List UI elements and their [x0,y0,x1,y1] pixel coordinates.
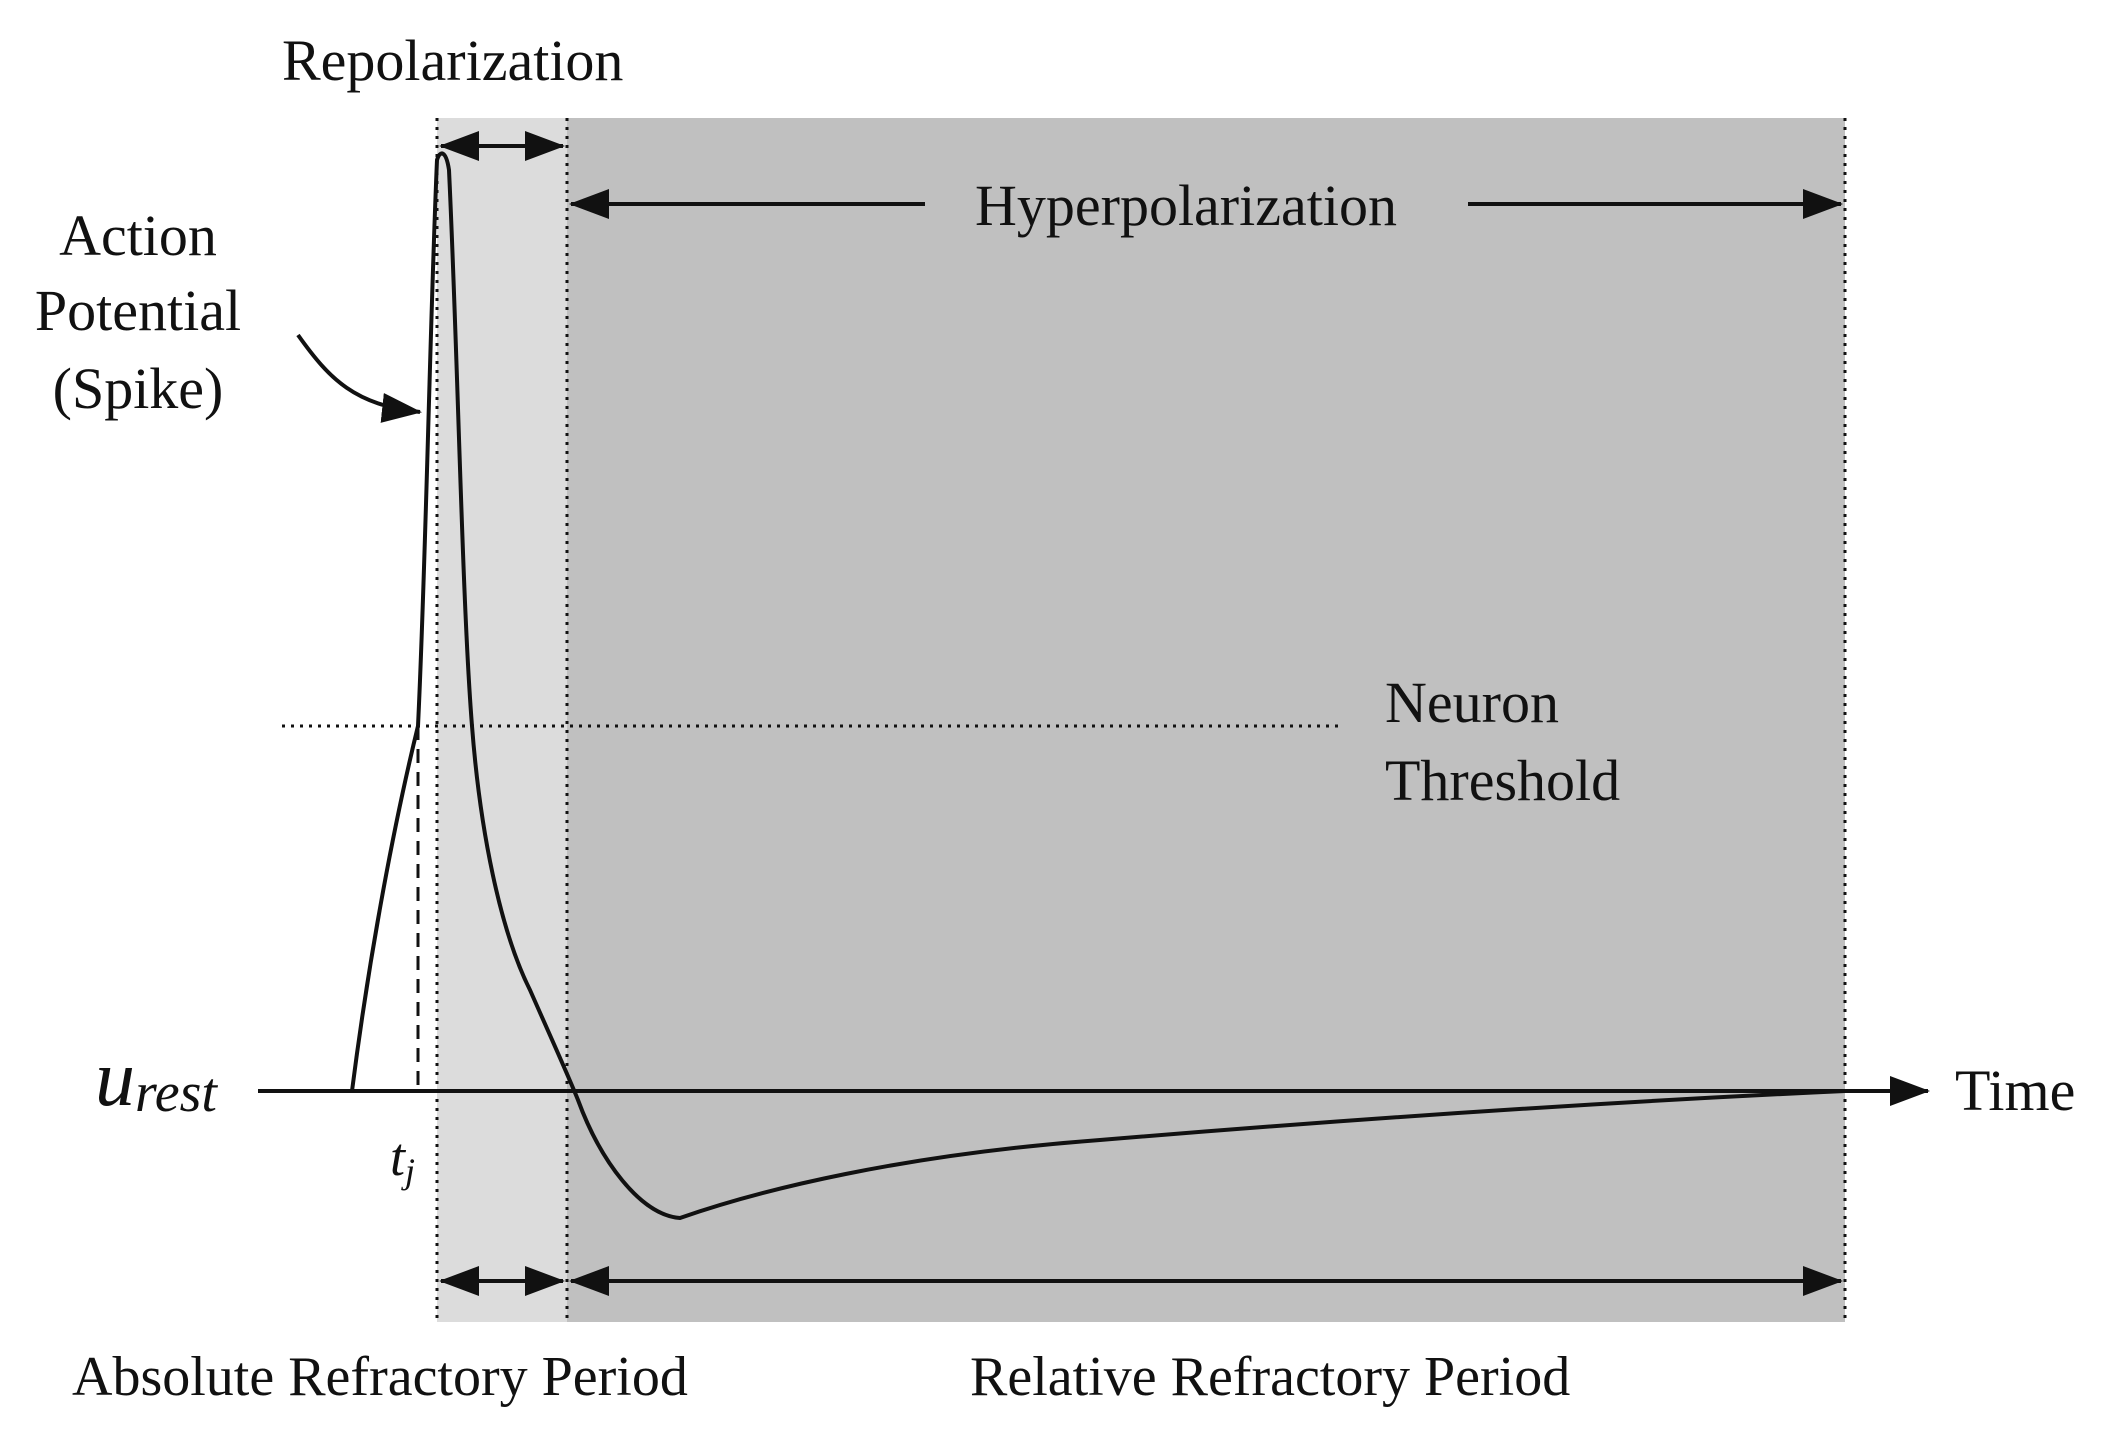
action-potential-label-line2: Potential [35,278,241,343]
u-rest-label: urest [95,1035,218,1124]
action-potential-curve [350,151,1846,1221]
repolarization-label: Repolarization [282,28,623,93]
relative-refractory-region [567,118,1845,1322]
action-potential-label-line3: (Spike) [53,356,224,421]
time-label: Time [1955,1058,2075,1123]
absolute-refractory-label: Absolute Refractory Period [72,1346,688,1408]
action-potential-label-line1: Action [59,203,217,268]
t-j-subscript: j [401,1151,415,1191]
spike-pointer-arrow [296,333,422,423]
relative-refractory-label: Relative Refractory Period [970,1346,1570,1408]
u-rest-subscript: rest [135,1062,218,1124]
absolute-refractory-region [437,118,567,1322]
neuron-threshold-label-line1: Neuron [1385,670,1559,735]
t-j-base: t [390,1127,407,1187]
neuron-threshold-label-line2: Threshold [1385,748,1620,813]
u-rest-base: u [95,1035,135,1123]
t-j-label: tj [390,1127,415,1191]
hyperpolarization-label: Hyperpolarization [975,173,1397,238]
